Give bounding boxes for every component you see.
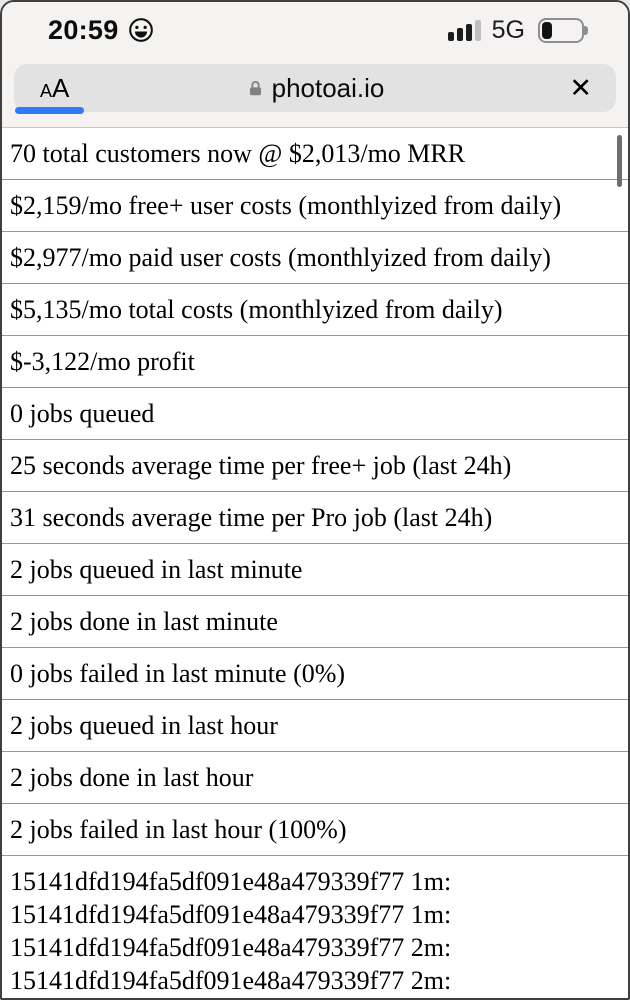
stat-text: $-3,122/mo profit — [10, 346, 195, 376]
stat-row: 2 jobs queued in last minute — [2, 544, 628, 596]
stat-text: 2 jobs queued in last hour — [10, 710, 278, 740]
stat-text: 2 jobs done in last minute — [10, 606, 278, 636]
battery-nub — [584, 25, 588, 35]
log-line: 15141dfd194fa5df091e48a479339f77 2m: — [10, 966, 452, 995]
safari-toolbar: A A photoai.io ✕ — [2, 58, 628, 128]
stat-row: 2 jobs queued in last hour — [2, 700, 628, 752]
stat-row: $-3,122/mo profit — [2, 336, 628, 388]
page-content: 70 total customers now @ $2,013/mo MRR $2… — [2, 128, 628, 998]
stat-row: 2 jobs done in last hour — [2, 752, 628, 804]
reader-options-button[interactable]: A A — [14, 73, 69, 104]
stat-text: $2,159/mo free+ user costs (monthlyized … — [10, 190, 562, 220]
status-time: 20:59 — [48, 14, 119, 45]
stat-text: 31 seconds average time per Pro job (las… — [10, 502, 493, 532]
stat-row: $2,159/mo free+ user costs (monthlyized … — [2, 180, 628, 232]
reader-large-a: A — [52, 72, 70, 103]
stat-text: 70 total customers now @ $2,013/mo MRR — [10, 138, 466, 168]
signal-bar — [447, 32, 454, 41]
stats-table: 70 total customers now @ $2,013/mo MRR $2… — [2, 128, 628, 856]
status-left-cluster: 20:59 — [48, 15, 154, 46]
stat-row: 70 total customers now @ $2,013/mo MRR — [2, 128, 628, 180]
signal-bar — [474, 20, 481, 41]
signal-bar — [456, 28, 463, 41]
stat-text: $2,977/mo paid user costs (monthlyized f… — [10, 242, 551, 272]
log-line: 15141dfd194fa5df091e48a479339f77 1m: — [10, 900, 452, 929]
stat-text: 0 jobs failed in last minute (0%) — [10, 658, 346, 688]
reader-small-a: A — [40, 80, 53, 101]
job-log-block: 15141dfd194fa5df091e48a479339f77 1m: 1514… — [2, 856, 628, 997]
stat-row: $5,135/mo total costs (monthlyized from … — [2, 284, 628, 336]
page-load-progress-bar — [15, 107, 85, 114]
url-center-group: photoai.io — [14, 64, 616, 112]
stat-row: 2 jobs done in last minute — [2, 596, 628, 648]
cellular-signal-icon — [447, 19, 481, 41]
lock-icon — [246, 79, 265, 98]
stat-row: 31 seconds average time per Pro job (las… — [2, 492, 628, 544]
battery-fill — [542, 21, 552, 39]
stat-text: 0 jobs queued — [10, 398, 155, 428]
stat-row: 2 jobs failed in last hour (100%) — [2, 804, 628, 856]
stat-row: 0 jobs failed in last minute (0%) — [2, 648, 628, 700]
address-bar[interactable]: A A photoai.io ✕ — [14, 64, 616, 114]
stat-text: 2 jobs queued in last minute — [10, 554, 303, 584]
stop-loading-button[interactable]: ✕ — [569, 74, 616, 102]
url-domain: photoai.io — [271, 72, 385, 103]
status-bar: 20:59 5G — [2, 2, 628, 58]
stat-row: $2,977/mo paid user costs (monthlyized f… — [2, 232, 628, 284]
stat-text: $5,135/mo total costs (monthlyized from … — [10, 294, 503, 324]
log-line: 15141dfd194fa5df091e48a479339f77 1m: — [10, 867, 452, 896]
stat-text: 2 jobs done in last hour — [10, 762, 254, 792]
battery-icon — [538, 17, 590, 43]
stat-row: 0 jobs queued — [2, 388, 628, 440]
scrollbar-thumb[interactable] — [617, 135, 622, 187]
signal-bar — [465, 24, 472, 41]
stat-text: 25 seconds average time per free+ job (l… — [10, 450, 512, 480]
log-line: 15141dfd194fa5df091e48a479339f77 2m: — [10, 933, 452, 962]
battery-body — [538, 17, 584, 43]
stat-row: 25 seconds average time per free+ job (l… — [2, 440, 628, 492]
smiley-face-icon — [128, 17, 154, 43]
stat-text: 2 jobs failed in last hour (100%) — [10, 814, 347, 844]
network-type-label: 5G — [491, 15, 525, 44]
status-right-cluster: 5G — [447, 15, 590, 45]
